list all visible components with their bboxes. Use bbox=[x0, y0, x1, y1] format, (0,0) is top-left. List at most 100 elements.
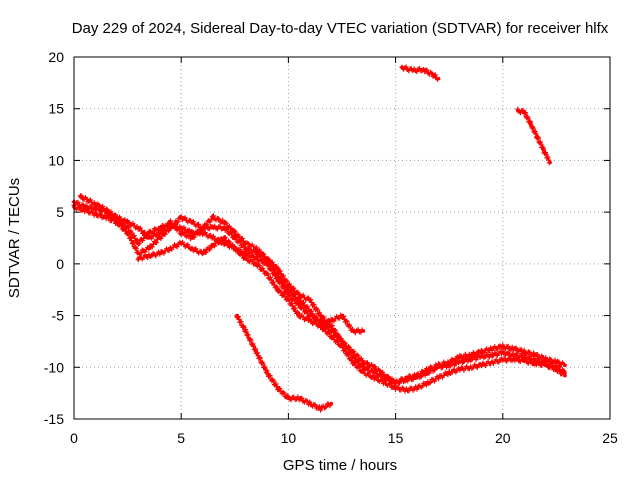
data-point bbox=[104, 215, 108, 220]
data-point bbox=[340, 313, 344, 318]
data-point bbox=[541, 148, 546, 152]
data-marks bbox=[71, 64, 567, 413]
data-point bbox=[458, 367, 462, 372]
data-point bbox=[308, 401, 312, 406]
data-point bbox=[297, 313, 301, 318]
data-point bbox=[93, 212, 98, 216]
data-point bbox=[190, 220, 194, 225]
y-tick-label: -15 bbox=[44, 411, 64, 427]
data-point bbox=[308, 308, 312, 313]
data-point bbox=[501, 351, 505, 355]
data-point bbox=[308, 318, 312, 323]
data-point bbox=[222, 236, 226, 240]
data-point bbox=[426, 381, 430, 385]
data-point bbox=[350, 360, 355, 364]
data-point bbox=[458, 355, 462, 359]
plot-frame bbox=[73, 56, 611, 420]
data-point bbox=[543, 363, 548, 368]
data-point bbox=[522, 350, 526, 354]
data-point bbox=[404, 375, 409, 380]
series-track-g bbox=[515, 106, 552, 166]
data-point bbox=[436, 363, 441, 368]
data-point bbox=[168, 220, 173, 225]
data-point bbox=[275, 287, 280, 292]
data-point bbox=[372, 375, 377, 380]
data-point bbox=[179, 231, 183, 235]
data-point bbox=[533, 361, 537, 365]
data-point bbox=[211, 215, 216, 220]
x-ticks: 0 5 10 15 20 25 bbox=[70, 57, 618, 446]
data-point bbox=[361, 329, 366, 333]
data-point bbox=[179, 215, 183, 220]
data-point bbox=[297, 293, 301, 297]
chart-title: Day 229 of 2024, Sidereal Day-to-day VTE… bbox=[72, 20, 609, 37]
data-point bbox=[286, 282, 291, 287]
data-point bbox=[522, 110, 526, 114]
data-point bbox=[318, 324, 323, 328]
y-tick-label: 0 bbox=[56, 256, 64, 272]
data-point bbox=[479, 355, 484, 359]
data-point bbox=[458, 360, 462, 364]
data-point bbox=[447, 360, 452, 364]
data-point bbox=[511, 357, 516, 361]
y-tick-label: -5 bbox=[52, 308, 65, 324]
data-point bbox=[383, 373, 387, 378]
data-point bbox=[533, 358, 537, 362]
data-point bbox=[211, 243, 216, 247]
data-point bbox=[147, 253, 151, 258]
data-point bbox=[265, 256, 269, 261]
data-point bbox=[490, 360, 494, 364]
data-point bbox=[329, 324, 334, 328]
y-tick-label: 20 bbox=[48, 49, 64, 65]
data-point bbox=[511, 346, 516, 351]
data-point bbox=[404, 388, 409, 392]
y-axis-label: SDTVAR / TECUs bbox=[6, 178, 23, 298]
data-point bbox=[158, 251, 162, 256]
data-point bbox=[158, 236, 162, 240]
data-point bbox=[479, 363, 484, 368]
data-point bbox=[383, 381, 387, 385]
data-point bbox=[211, 236, 216, 240]
data-point bbox=[436, 375, 441, 380]
data-point bbox=[297, 303, 301, 308]
y-tick-label: 10 bbox=[48, 152, 64, 168]
data-point bbox=[415, 386, 419, 390]
data-point bbox=[308, 298, 312, 302]
data-point bbox=[179, 241, 183, 245]
data-point bbox=[393, 386, 398, 390]
data-point bbox=[490, 353, 494, 357]
data-point bbox=[490, 346, 494, 351]
data-point bbox=[243, 246, 248, 251]
data-point bbox=[243, 241, 248, 245]
series-track-c bbox=[77, 193, 567, 387]
data-point bbox=[222, 220, 226, 225]
data-point bbox=[136, 241, 141, 245]
x-axis-label: GPS time / hours bbox=[283, 457, 397, 474]
data-point bbox=[233, 246, 237, 251]
data-point bbox=[125, 231, 130, 235]
data-point bbox=[563, 373, 567, 378]
x-tick-label: 5 bbox=[177, 430, 185, 446]
data-point bbox=[447, 370, 452, 375]
data-point bbox=[318, 313, 323, 318]
data-point bbox=[82, 208, 87, 212]
x-tick-label: 10 bbox=[281, 430, 297, 446]
data-point bbox=[254, 350, 258, 354]
data-point bbox=[533, 353, 537, 357]
series-track-d bbox=[135, 235, 366, 336]
data-point bbox=[286, 298, 291, 302]
x-tick-label: 25 bbox=[602, 430, 618, 446]
data-point bbox=[340, 339, 344, 344]
data-point bbox=[136, 256, 141, 261]
data-point bbox=[522, 359, 526, 363]
data-point bbox=[501, 358, 505, 362]
data-point bbox=[104, 208, 108, 212]
data-point bbox=[361, 360, 366, 364]
data-point bbox=[350, 350, 355, 354]
data-point bbox=[421, 67, 426, 72]
data-point bbox=[190, 246, 194, 251]
data-point bbox=[211, 225, 216, 230]
data-point bbox=[411, 68, 415, 73]
data-point bbox=[200, 251, 205, 256]
